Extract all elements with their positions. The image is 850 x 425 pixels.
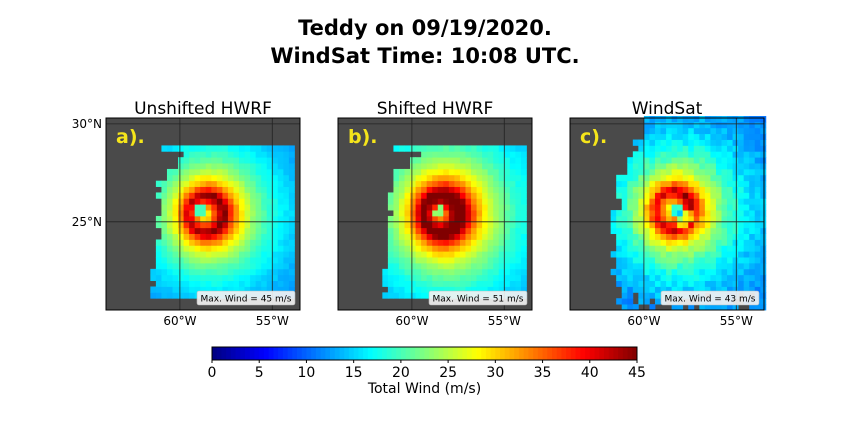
x-tick-label: 55°W xyxy=(488,314,521,328)
x-tick-label: 55°W xyxy=(720,314,753,328)
colorbar-tick-label: 15 xyxy=(345,365,363,381)
chart-title-line-2: WindSat Time: 10:08 UTC. xyxy=(270,44,580,68)
panel-title: Shifted HWRF xyxy=(377,99,493,119)
colorbar-label: Total Wind (m/s) xyxy=(367,381,481,397)
grid-lines xyxy=(106,118,300,310)
grid-lines xyxy=(338,118,532,310)
colorbar-tick-label: 5 xyxy=(255,365,264,381)
max-wind-label: Max. Wind = 43 m/s xyxy=(664,295,755,305)
x-tick-label: 60°W xyxy=(627,314,660,328)
panel-frame xyxy=(337,117,533,311)
x-tick-label: 60°W xyxy=(163,314,196,328)
max-wind-box: Max. Wind = 51 m/s xyxy=(428,290,528,306)
colorbar-tick-label: 25 xyxy=(439,365,457,381)
colorbar-tick-label: 10 xyxy=(298,365,316,381)
max-wind-label: Max. Wind = 45 m/s xyxy=(200,295,291,305)
max-wind-label: Max. Wind = 51 m/s xyxy=(432,295,523,305)
panel-letter-label: c). xyxy=(580,126,607,148)
colorbar-tick-label: 45 xyxy=(628,365,646,381)
panel-letter-label: b). xyxy=(348,126,378,148)
wind-field xyxy=(610,116,767,311)
y-tick-label: 30°N xyxy=(72,117,102,131)
max-wind-box: Max. Wind = 45 m/s xyxy=(196,290,296,306)
grid-lines xyxy=(570,118,764,310)
colorbar-tick-label: 30 xyxy=(486,365,504,381)
colorbar-tick-label: 35 xyxy=(534,365,552,381)
panel-2: Shifted HWRF b). Max. Wind = 51 m/s 60°W 55°… xyxy=(337,99,533,328)
x-tick-label: 55°W xyxy=(256,314,289,328)
colorbar-tick-label: 0 xyxy=(208,365,217,381)
panel-frame xyxy=(105,117,301,311)
panel-1: Unshifted HWRF a). Max. Wind = 45 m/s 60°W 5… xyxy=(72,99,301,328)
colorbar-tick-label: 40 xyxy=(581,365,599,381)
colorbar-tick-label: 20 xyxy=(392,365,410,381)
panel-frame xyxy=(569,117,765,311)
y-tick-label: 25°N xyxy=(72,215,102,229)
max-wind-box: Max. Wind = 43 m/s xyxy=(660,290,760,306)
wind-field xyxy=(150,145,295,299)
panel-3: WindSat c). Max. Wind = 43 m/s 60°W 55°W xyxy=(569,99,767,328)
colorbar-frame xyxy=(211,346,638,361)
panel-title: Unshifted HWRF xyxy=(134,99,272,119)
colorbar: 0 5 10 15 20 25 30 35 40 45 Total Wind (m/s) xyxy=(208,346,646,397)
wind-field xyxy=(382,145,527,299)
panel-letter-label: a). xyxy=(116,126,145,148)
chart-title-line-1: Teddy on 09/19/2020. xyxy=(298,16,552,40)
panel-title: WindSat xyxy=(632,99,703,119)
x-tick-label: 60°W xyxy=(395,314,428,328)
